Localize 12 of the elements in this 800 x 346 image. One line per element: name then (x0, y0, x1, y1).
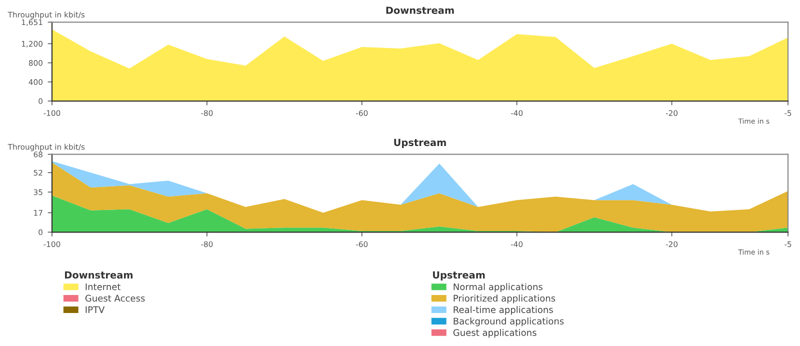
legend-label: Guest applications (453, 328, 536, 338)
legend-label: Background applications (454, 318, 564, 326)
chart-title: Downstream (386, 6, 454, 14)
legend-label: Real-time applications (454, 306, 553, 315)
legend-title: Upstream (433, 271, 485, 280)
legend-title: Downstream (65, 271, 133, 279)
legend-label: Guest Access (85, 294, 145, 302)
legend-label: IPTV (86, 306, 105, 313)
chart-title: Upstream (394, 138, 446, 148)
legend-label: Normal applications (454, 283, 542, 292)
legend-label: Prioritized applications (454, 294, 556, 304)
legend-label: Internet (86, 283, 121, 290)
